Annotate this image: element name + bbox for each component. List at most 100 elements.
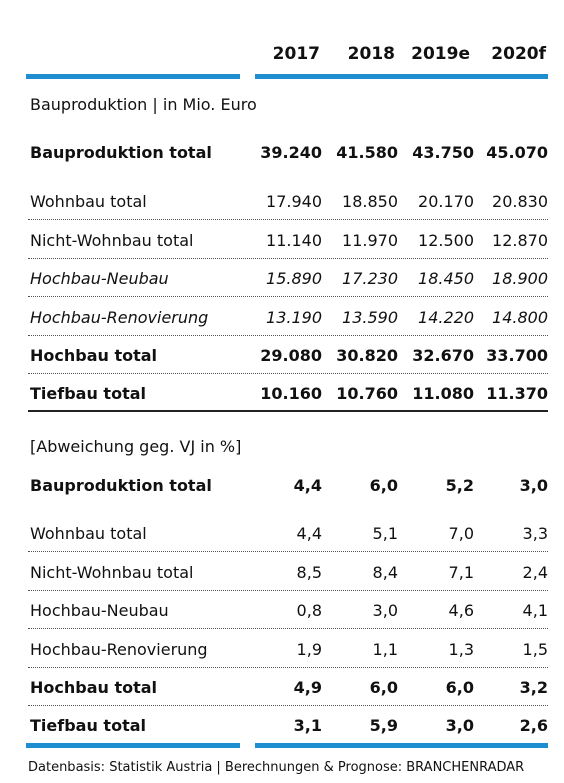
row-value: 30.820	[336, 346, 398, 365]
row-value: 5,2	[445, 476, 474, 495]
header-rule-right	[255, 74, 548, 79]
row-value: 8,5	[296, 563, 322, 582]
table-row: Hochbau-Renovierung 1,9 1,1 1,3 1,5	[0, 640, 564, 666]
row-value: 10.760	[336, 384, 398, 403]
row-label: Wohnbau total	[30, 192, 147, 211]
row-value: 12.870	[492, 231, 548, 250]
row-value: 5,9	[369, 716, 398, 735]
row-value: 45.070	[486, 143, 548, 162]
row-label: Hochbau total	[30, 346, 158, 365]
row-divider	[28, 258, 548, 259]
row-value: 4,9	[293, 678, 322, 697]
row-label: Tiefbau total	[30, 384, 146, 403]
row-value: 17.940	[266, 192, 322, 211]
year-header-cell: 2020f	[491, 44, 546, 64]
row-divider	[28, 296, 548, 297]
section-title: Bauproduktion | in Mio. Euro	[30, 95, 257, 114]
row-divider	[28, 667, 548, 668]
row-value: 1,1	[372, 640, 398, 659]
table-row: Hochbau-Neubau 0,8 3,0 4,6 4,1	[0, 601, 564, 627]
row-divider	[28, 705, 548, 706]
row-label: Hochbau-Neubau	[30, 269, 169, 288]
row-divider	[28, 628, 548, 629]
row-value: 13.590	[342, 308, 398, 327]
section-divider	[28, 410, 548, 412]
row-value: 6,0	[369, 678, 398, 697]
row-divider	[28, 373, 548, 374]
row-divider	[28, 590, 548, 591]
row-value: 13.190	[266, 308, 322, 327]
year-header-cell: 2019e	[411, 44, 470, 64]
row-value: 1,3	[448, 640, 474, 659]
table-row: Wohnbau total 17.940 18.850 20.170 20.83…	[0, 192, 564, 218]
table-row: Bauproduktion total 39.240 41.580 43.750…	[0, 143, 564, 169]
source-note: Datenbasis: Statistik Austria | Berechnu…	[28, 760, 525, 775]
row-value: 18.900	[492, 269, 548, 288]
table-row: Nicht-Wohnbau total 8,5 8,4 7,1 2,4	[0, 563, 564, 589]
row-value: 32.670	[412, 346, 474, 365]
row-value: 3,0	[445, 716, 474, 735]
row-value: 4,1	[522, 601, 548, 620]
row-label: Nicht-Wohnbau total	[30, 231, 194, 250]
row-label: Nicht-Wohnbau total	[30, 563, 194, 582]
table-row: Nicht-Wohnbau total 11.140 11.970 12.500…	[0, 231, 564, 257]
table-row: Hochbau total 29.080 30.820 32.670 33.70…	[0, 346, 564, 372]
row-value: 7,1	[448, 563, 474, 582]
table-row: Hochbau-Neubau 15.890 17.230 18.450 18.9…	[0, 269, 564, 295]
section-title: [Abweichung geg. VJ in %]	[30, 437, 242, 456]
footer-rule-left	[26, 743, 240, 748]
row-label: Hochbau-Renovierung	[30, 640, 208, 659]
row-value: 4,4	[296, 524, 322, 543]
row-value: 20.830	[492, 192, 548, 211]
row-value: 1,9	[296, 640, 322, 659]
row-value: 11.080	[412, 384, 474, 403]
year-header: 2017 2018 2019e 2020f	[0, 44, 564, 68]
row-value: 11.370	[486, 384, 548, 403]
row-value: 2,6	[519, 716, 548, 735]
row-value: 3,0	[372, 601, 398, 620]
table-row: Tiefbau total 3,1 5,9 3,0 2,6	[0, 716, 564, 742]
row-value: 8,4	[372, 563, 398, 582]
row-value: 1,5	[522, 640, 548, 659]
row-divider	[28, 551, 548, 552]
row-label: Wohnbau total	[30, 524, 147, 543]
table-row: Wohnbau total 4,4 5,1 7,0 3,3	[0, 524, 564, 550]
row-value: 14.800	[492, 308, 548, 327]
row-value: 17.230	[342, 269, 398, 288]
row-value: 41.580	[336, 143, 398, 162]
row-label: Tiefbau total	[30, 716, 146, 735]
table-row: Bauproduktion total 4,4 6,0 5,2 3,0	[0, 476, 564, 502]
row-divider	[28, 335, 548, 336]
row-value: 11.970	[342, 231, 398, 250]
row-label: Hochbau-Neubau	[30, 601, 169, 620]
row-value: 3,2	[519, 678, 548, 697]
row-value: 3,0	[519, 476, 548, 495]
row-value: 29.080	[260, 346, 322, 365]
row-value: 5,1	[372, 524, 398, 543]
row-value: 18.850	[342, 192, 398, 211]
table-row: Hochbau total 4,9 6,0 6,0 3,2	[0, 678, 564, 704]
header-rule-left	[26, 74, 240, 79]
row-value: 14.220	[418, 308, 474, 327]
row-divider	[28, 219, 548, 220]
row-value: 18.450	[418, 269, 474, 288]
year-header-cell: 2018	[347, 44, 395, 64]
row-value: 39.240	[260, 143, 322, 162]
row-value: 43.750	[412, 143, 474, 162]
row-value: 33.700	[486, 346, 548, 365]
row-value: 12.500	[418, 231, 474, 250]
row-value: 6,0	[369, 476, 398, 495]
row-value: 4,4	[293, 476, 322, 495]
row-value: 4,6	[448, 601, 474, 620]
row-value: 7,0	[448, 524, 474, 543]
year-header-cell: 2017	[272, 44, 320, 64]
row-label: Bauproduktion total	[30, 143, 212, 162]
row-value: 10.160	[260, 384, 322, 403]
footer-rule-right	[255, 743, 548, 748]
row-label: Hochbau total	[30, 678, 158, 697]
row-label: Bauproduktion total	[30, 476, 212, 495]
row-value: 3,1	[293, 716, 322, 735]
row-value: 6,0	[445, 678, 474, 697]
row-value: 11.140	[266, 231, 322, 250]
